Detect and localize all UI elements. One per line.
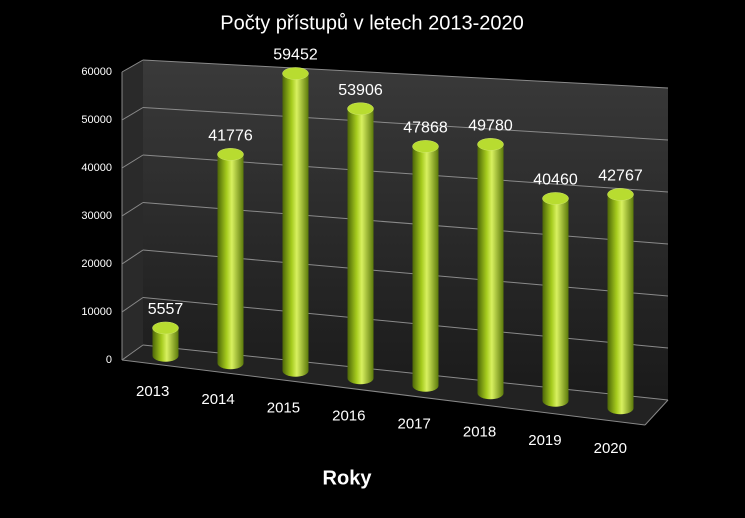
grid-line-side [121, 107, 144, 121]
data-label: 49780 [468, 118, 513, 135]
data-label: 5557 [148, 301, 184, 318]
floor-edge [644, 399, 669, 426]
grid-line-side [121, 249, 144, 265]
x-tick-label: 2014 [201, 391, 234, 408]
y-tick-label: 50000 [81, 114, 112, 126]
y-tick-label: 10000 [81, 306, 112, 318]
x-tick-label: 2018 [463, 424, 496, 441]
data-label: 47868 [403, 120, 448, 137]
grid-line [142, 59, 669, 89]
x-tick-label: 2019 [528, 432, 561, 449]
chart-title: Počty přístupů v letech 2013-2020 [220, 12, 524, 34]
floor [122, 345, 668, 425]
bar [152, 321, 179, 362]
data-label: 59452 [273, 47, 318, 64]
side-wall [122, 60, 143, 360]
y-tick-label: 20000 [81, 258, 112, 270]
x-axis-label: Roky [323, 467, 373, 489]
y-tick-label: 60000 [81, 66, 112, 78]
grid-line-side [121, 202, 144, 217]
bar [477, 138, 504, 400]
grid-line-side [121, 344, 144, 361]
bar [412, 140, 439, 392]
data-label: 40460 [533, 172, 578, 189]
x-tick-label: 2013 [136, 383, 169, 400]
data-label: 41776 [208, 128, 253, 145]
x-tick-label: 2020 [594, 440, 627, 457]
bar [347, 102, 374, 385]
back-wall [143, 60, 668, 400]
x-tick-label: 2017 [398, 416, 431, 433]
data-label: 53906 [338, 82, 383, 99]
bar [217, 148, 244, 370]
grid-line [142, 107, 669, 141]
grid-line-side [121, 154, 144, 169]
data-label: 42767 [598, 168, 643, 185]
y-tick-label: 40000 [81, 162, 112, 174]
bar [542, 192, 569, 407]
y-tick-label: 0 [106, 354, 112, 366]
bar [607, 188, 634, 415]
x-tick-label: 2015 [267, 399, 300, 416]
x-tick-label: 2016 [332, 407, 365, 424]
grid-line-side [121, 59, 144, 73]
floor-edge [121, 359, 646, 426]
bar [282, 67, 309, 377]
grid-line-side [121, 297, 144, 313]
y-tick-label: 30000 [81, 210, 112, 222]
